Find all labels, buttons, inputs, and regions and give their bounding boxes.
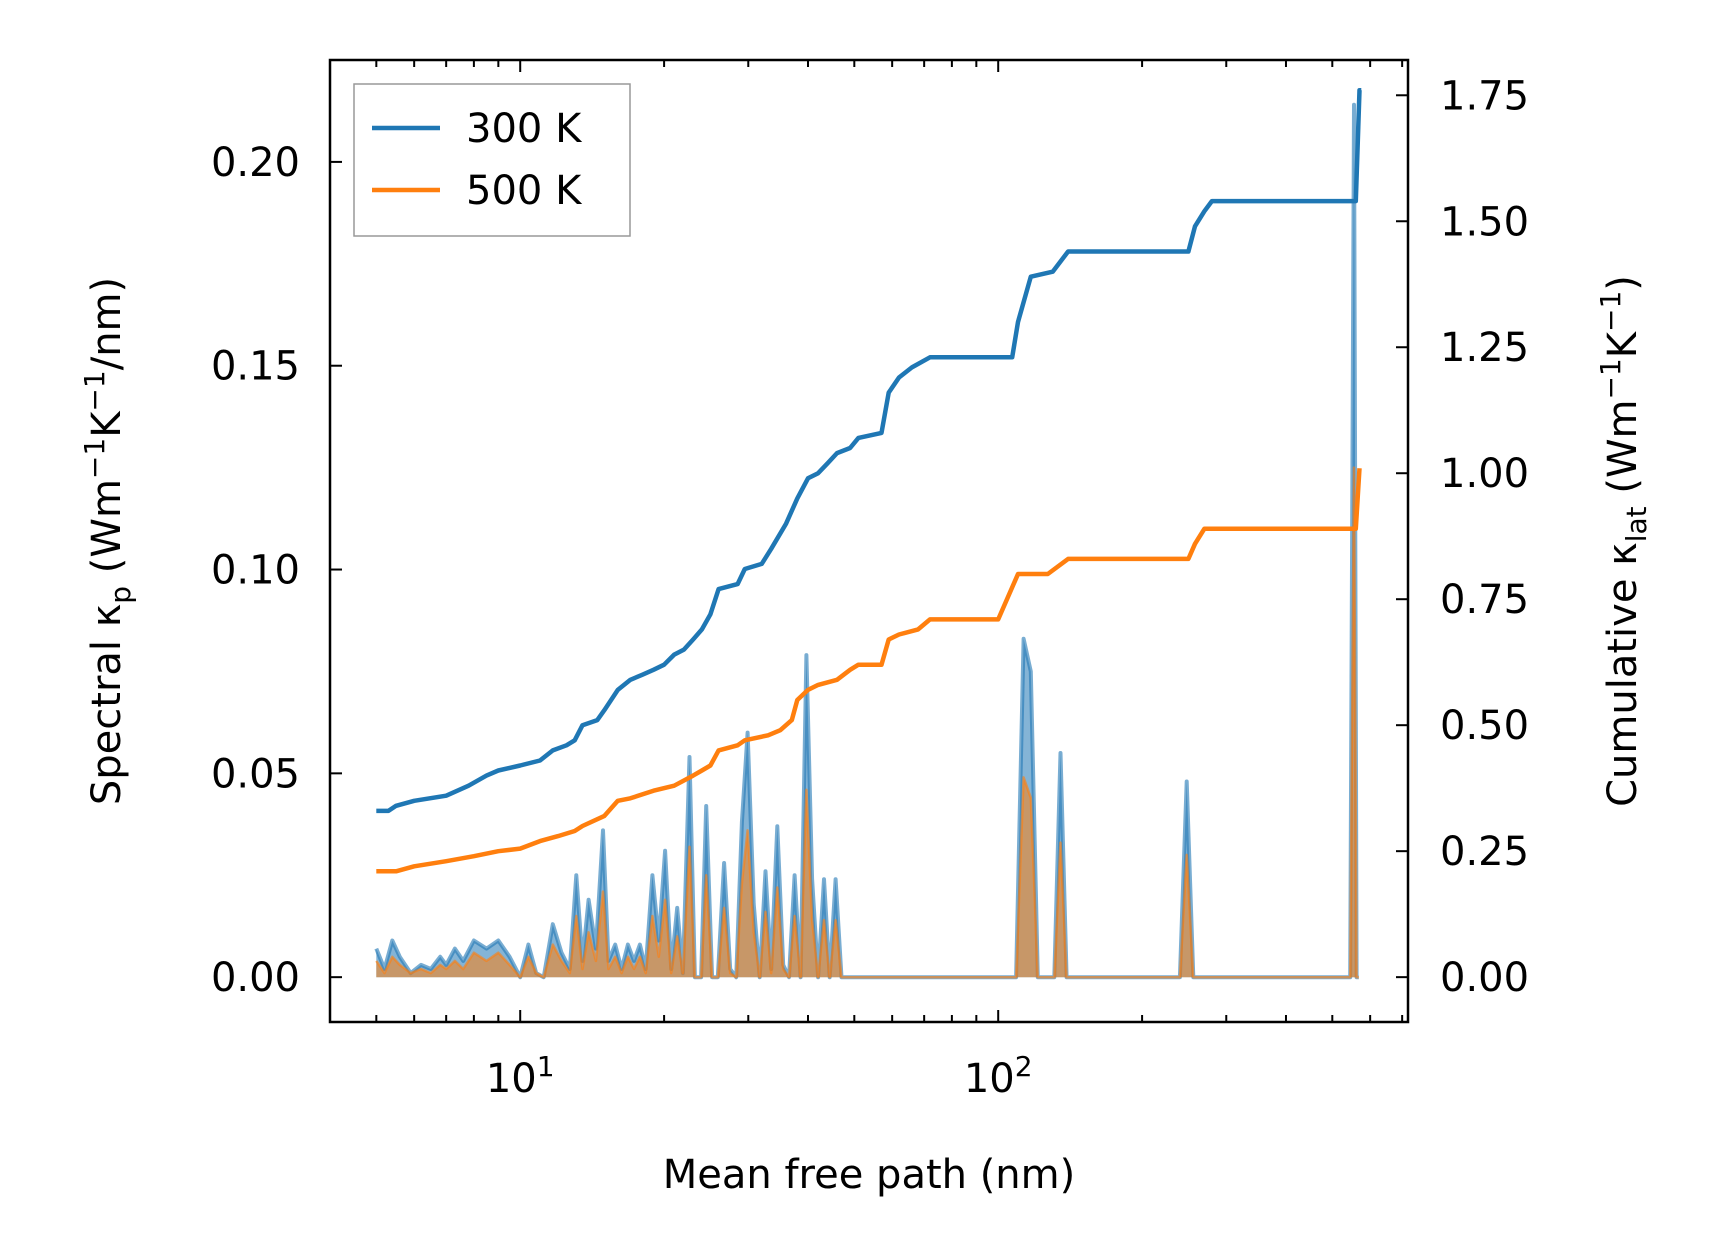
cumulative-line-300k — [376, 87, 1362, 814]
y-right-tick-label: 1.00 — [1440, 451, 1529, 497]
x-axis-label: Mean free path (nm) — [663, 1152, 1075, 1198]
y-axis-left: 0.00 0.05 0.10 0.15 0.20 — [211, 140, 342, 1001]
legend-box — [353, 83, 631, 237]
y-left-tick-label: 0.10 — [211, 548, 300, 594]
y-left-tick-label: 0.20 — [211, 140, 300, 186]
y-right-tick-label: 0.25 — [1440, 829, 1529, 875]
x-axis: 101 102 — [329, 60, 1404, 1102]
plot-frame — [328, 58, 1410, 1024]
y-right-tick-label: 0.50 — [1440, 703, 1529, 749]
spectral-fill-layer — [374, 102, 1359, 980]
x-tick-label: 101 — [486, 1050, 555, 1102]
spectral-line-500k — [375, 466, 1359, 979]
spectral-area-500k — [376, 467, 1359, 978]
legend: 300 K 500 K — [353, 83, 631, 237]
y-right-tick-label: 0.00 — [1440, 955, 1529, 1001]
cumulative-lines-layer — [376, 87, 1362, 874]
legend-label-500k: 500 K — [466, 168, 583, 214]
x-tick-label: 102 — [964, 1050, 1033, 1102]
y-axis-right-label: Cumulative κlat (Wm−1K−1) — [1594, 275, 1653, 807]
y-axis-left-label: Spectral κp (Wm−1K−1/nm) — [78, 277, 137, 805]
y-right-tick-label: 1.50 — [1440, 199, 1529, 245]
y-right-tick-label: 0.75 — [1440, 577, 1529, 623]
y-left-tick-label: 0.05 — [211, 751, 300, 797]
cumulative-line-500k — [376, 468, 1362, 874]
y-left-tick-label: 0.00 — [211, 955, 300, 1001]
y-left-tick-label: 0.15 — [211, 344, 300, 390]
y-right-tick-label: 1.25 — [1440, 325, 1529, 371]
legend-label-300k: 300 K — [466, 106, 583, 152]
y-right-tick-label: 1.75 — [1440, 73, 1529, 119]
y-axis-right: 0.00 0.25 0.50 0.75 1.00 1.25 1.50 1.75 — [1396, 73, 1529, 1001]
